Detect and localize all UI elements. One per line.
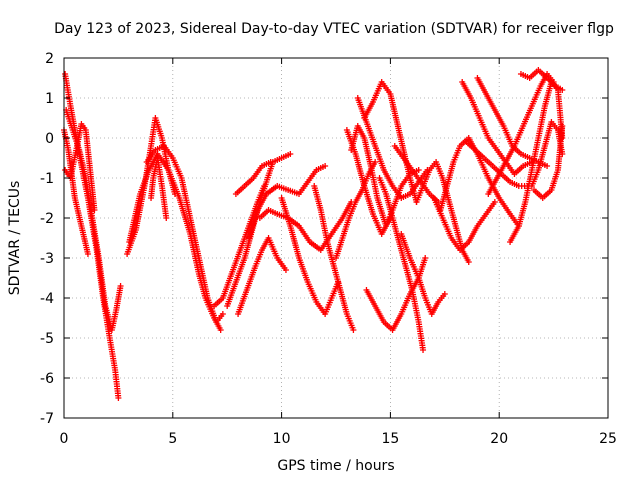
data-point bbox=[559, 87, 566, 93]
data-point bbox=[544, 163, 551, 169]
data-point bbox=[267, 159, 274, 165]
series-track-12 bbox=[235, 235, 289, 317]
data-point bbox=[117, 283, 124, 289]
series-track-2 bbox=[63, 107, 124, 333]
data-point bbox=[350, 327, 357, 333]
data-point bbox=[91, 207, 98, 213]
series-track-33 bbox=[507, 79, 566, 245]
data-point bbox=[219, 311, 226, 317]
series-track-10 bbox=[224, 151, 294, 309]
series-track-16 bbox=[311, 183, 357, 333]
series-track-31 bbox=[474, 75, 551, 169]
data-point bbox=[559, 123, 566, 129]
chart-title: Day 123 of 2023, Sidereal Day-to-day VTE… bbox=[54, 21, 614, 37]
series-track-15 bbox=[278, 195, 342, 317]
data-point bbox=[84, 251, 91, 257]
data-point bbox=[282, 267, 289, 273]
data-point bbox=[163, 215, 170, 221]
y-tick-label: 2 bbox=[45, 51, 54, 67]
series-track-19 bbox=[343, 127, 394, 237]
grid bbox=[64, 58, 608, 418]
x-tick-label: 25 bbox=[599, 431, 617, 447]
series-track-36 bbox=[531, 123, 566, 201]
y-tick-label: 1 bbox=[45, 91, 54, 107]
data-point bbox=[287, 151, 294, 157]
y-tick-labels: -7 -6 -5 -4 -3 -2 -1 0 1 2 bbox=[40, 51, 54, 427]
x-tick-labels: 0 5 10 15 20 25 bbox=[60, 431, 617, 447]
data-point bbox=[415, 167, 422, 173]
y-tick-label: -7 bbox=[40, 411, 54, 427]
x-tick-label: 20 bbox=[490, 431, 508, 447]
data-point bbox=[422, 255, 429, 261]
data-point bbox=[217, 327, 224, 333]
series-track-11 bbox=[232, 159, 274, 197]
data-point bbox=[465, 259, 472, 265]
y-tick-label: -3 bbox=[40, 251, 54, 267]
y-tick-label: -4 bbox=[40, 291, 54, 307]
data-point bbox=[420, 347, 427, 353]
series-track-8 bbox=[148, 155, 170, 221]
series-track-34 bbox=[517, 67, 566, 93]
y-tick-label: -6 bbox=[40, 371, 54, 387]
series-track-27 bbox=[430, 195, 498, 253]
x-tick-label: 15 bbox=[381, 431, 399, 447]
y-axis-label: SDTVAR / TECUs bbox=[7, 181, 23, 296]
series-track-18 bbox=[348, 123, 422, 229]
x-tick-label: 10 bbox=[273, 431, 291, 447]
data-point bbox=[322, 163, 329, 169]
data-point bbox=[491, 199, 498, 205]
y-tick-label: -5 bbox=[40, 331, 54, 347]
x-tick-label: 0 bbox=[60, 431, 69, 447]
series-track-13 bbox=[245, 163, 329, 241]
plot-frame bbox=[63, 57, 609, 419]
data-marks bbox=[61, 67, 566, 401]
series-track-22 bbox=[363, 255, 429, 333]
y-tick-label: -2 bbox=[40, 211, 54, 227]
data-point bbox=[115, 395, 122, 401]
series-track-25 bbox=[398, 231, 448, 317]
series-track-4 bbox=[61, 127, 91, 257]
axis-ticks bbox=[63, 57, 609, 419]
y-tick-label: -1 bbox=[40, 171, 54, 187]
y-tick-label: 0 bbox=[45, 131, 54, 147]
series-track-3 bbox=[62, 121, 98, 213]
x-tick-label: 5 bbox=[168, 431, 177, 447]
x-axis-label: GPS time / hours bbox=[277, 458, 394, 474]
data-point bbox=[441, 291, 448, 297]
series-track-23 bbox=[376, 175, 427, 353]
data-point bbox=[372, 159, 379, 165]
